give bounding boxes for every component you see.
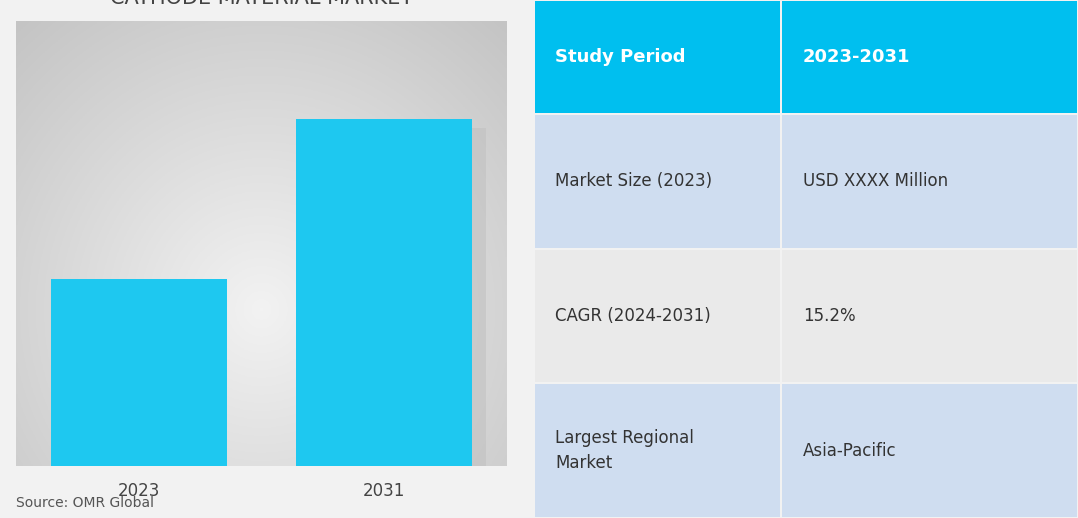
Text: 2023-2031: 2023-2031 <box>803 48 911 66</box>
Bar <box>309 127 486 475</box>
Bar <box>783 115 1077 248</box>
Text: Largest Regional
Market: Largest Regional Market <box>555 429 694 472</box>
Text: USD XXXX Million: USD XXXX Million <box>803 172 949 190</box>
Bar <box>535 1 780 113</box>
Bar <box>783 1 1077 113</box>
Text: Asia-Pacific: Asia-Pacific <box>803 442 897 459</box>
Text: 15.2%: 15.2% <box>803 307 856 325</box>
Bar <box>51 279 227 466</box>
Text: Market Size (2023): Market Size (2023) <box>555 172 713 190</box>
Text: Source: OMR Global: Source: OMR Global <box>16 496 154 510</box>
Title: CATHODE MATERIAL MARKET: CATHODE MATERIAL MARKET <box>110 0 413 8</box>
Bar <box>535 115 780 248</box>
Bar <box>535 384 780 517</box>
Text: CAGR (2024-2031): CAGR (2024-2031) <box>555 307 711 325</box>
Bar <box>535 250 780 382</box>
Bar <box>295 119 472 466</box>
Bar <box>783 250 1077 382</box>
Text: Study Period: Study Period <box>555 48 686 66</box>
Bar <box>783 384 1077 517</box>
